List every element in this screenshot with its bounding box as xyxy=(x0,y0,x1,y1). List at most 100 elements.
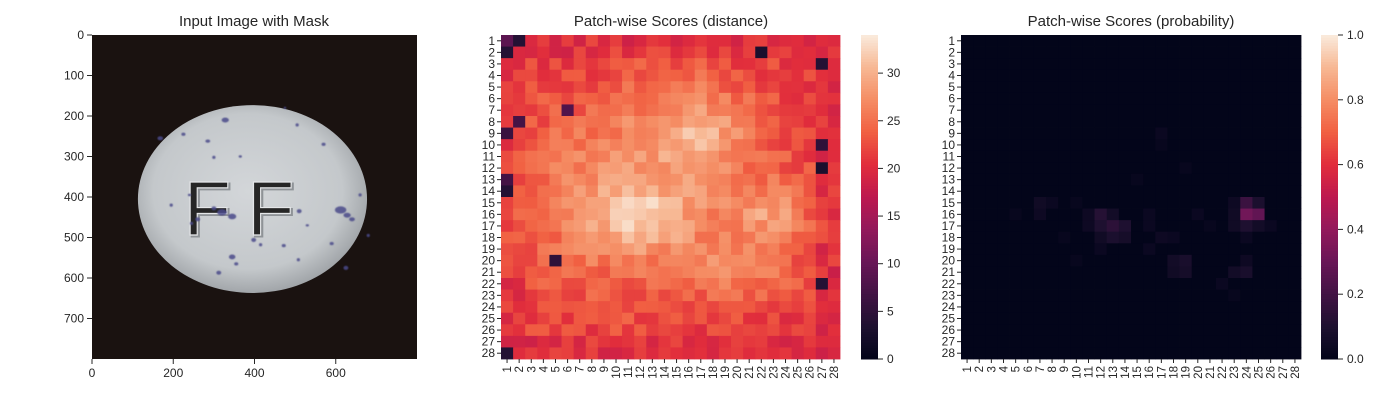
heatmap-cell xyxy=(1118,324,1132,337)
heatmap-cell xyxy=(791,116,805,128)
heatmap-cell xyxy=(1058,324,1071,337)
heatmap-cell xyxy=(803,92,817,105)
heatmap-cell xyxy=(1155,69,1168,82)
heatmap-cell xyxy=(779,197,792,209)
speckle xyxy=(212,155,216,159)
heatmap-cell xyxy=(1252,81,1265,94)
speckle xyxy=(258,243,263,247)
heatmap-cell xyxy=(1240,324,1253,337)
heatmap-cell xyxy=(573,231,587,244)
heatmap-cell xyxy=(718,185,732,198)
y-tick-label: 13 xyxy=(482,173,496,187)
heatmap-cell xyxy=(682,81,696,94)
heatmap-cell xyxy=(1082,81,1095,94)
heatmap-cell xyxy=(1264,301,1278,314)
heatmap-cell xyxy=(513,35,526,47)
heatmap-cell xyxy=(718,92,732,105)
heatmap-cell xyxy=(670,208,684,221)
heatmap-cell xyxy=(1240,312,1253,325)
heatmap-cell xyxy=(815,162,829,175)
x-tick-label: 21 xyxy=(744,366,756,379)
speckle xyxy=(334,206,347,214)
heatmap-cell xyxy=(1046,69,1059,82)
heatmap-cell xyxy=(973,254,986,267)
heatmap-cell xyxy=(501,335,514,348)
heatmap-cell xyxy=(634,289,647,302)
heatmap-cell xyxy=(1082,324,1095,337)
heatmap-cell xyxy=(1082,335,1095,348)
heatmap-cell xyxy=(706,104,720,117)
heatmap-cell xyxy=(767,46,780,59)
heatmap-cell xyxy=(1264,35,1278,47)
heatmap-cell xyxy=(1106,243,1120,256)
y-tick-label: 6 xyxy=(488,92,495,106)
heatmap-cell xyxy=(803,81,817,94)
colorbar-segment xyxy=(861,134,878,139)
speckles xyxy=(157,106,370,275)
x-tick-label: 25 xyxy=(1254,366,1266,379)
heatmap-cell xyxy=(1155,220,1168,233)
heatmap-cell xyxy=(609,173,623,186)
heatmap-cell xyxy=(634,116,647,128)
y-tick-label: 5 xyxy=(488,80,495,94)
heatmap-cell xyxy=(585,208,599,221)
colorbar-segment xyxy=(1321,105,1338,109)
colorbar-segment xyxy=(1321,334,1338,338)
y-tick-label: 26 xyxy=(942,323,956,337)
heatmap-cell xyxy=(1046,81,1059,94)
heatmap-cell xyxy=(1276,150,1290,163)
heatmap-cell xyxy=(779,231,792,244)
colorbar-segment xyxy=(861,340,878,344)
heatmap-cell xyxy=(1240,127,1253,140)
x-tick-label: 14 xyxy=(659,365,671,378)
heatmap-cell xyxy=(961,46,974,59)
heatmap-cell xyxy=(815,46,829,59)
colorbar-segment xyxy=(861,264,878,268)
heatmap-cell xyxy=(1203,266,1217,279)
heatmap-cell xyxy=(1143,324,1156,337)
heatmap-cell xyxy=(997,197,1010,209)
heatmap-cell xyxy=(573,243,587,256)
heatmap-cell xyxy=(1009,185,1023,198)
heatmap-cell xyxy=(1252,69,1265,82)
colorbar-segment xyxy=(1321,350,1338,355)
heatmap-cell xyxy=(1167,127,1180,140)
heatmap-cell xyxy=(1179,185,1193,198)
heatmap-cell xyxy=(1106,266,1120,279)
heatmap-cell xyxy=(694,197,708,209)
heatmap-cell xyxy=(501,127,514,140)
heatmap-cell xyxy=(1058,35,1071,47)
y-tick-label: 19 xyxy=(482,242,496,256)
heatmap-cell xyxy=(1143,220,1156,233)
heatmap-cell xyxy=(779,254,792,267)
heatmap-cell xyxy=(1167,35,1180,47)
heatmap-cell xyxy=(1203,139,1217,152)
heatmap-cell xyxy=(1216,173,1229,186)
heatmap-cell xyxy=(767,335,780,348)
heatmap-cell xyxy=(549,92,562,105)
heatmap-cell xyxy=(1094,150,1108,163)
y-tick-label: 9 xyxy=(948,126,955,140)
heatmap-cell xyxy=(634,58,647,71)
heatmap-cell xyxy=(1216,139,1229,152)
colorbar-segment xyxy=(1321,224,1338,228)
heatmap-cell xyxy=(525,69,538,82)
heatmap-cell xyxy=(1252,243,1265,256)
heatmap-cell xyxy=(1094,58,1108,71)
speckle xyxy=(281,243,286,248)
heatmap-cell xyxy=(779,289,792,302)
heatmap-cell xyxy=(609,150,623,163)
heatmap-cell xyxy=(755,266,768,279)
x-tick-label: 21 xyxy=(1205,366,1217,379)
heatmap-cell xyxy=(585,312,599,325)
x-tick-label: 0 xyxy=(89,366,96,380)
heatmap-cell xyxy=(755,139,768,152)
heatmap-cell xyxy=(597,324,611,337)
heatmap-cell xyxy=(767,162,780,175)
speckle xyxy=(321,142,326,146)
heatmap-cell xyxy=(1058,46,1071,59)
heatmap-cell xyxy=(597,231,611,244)
heatmap-cell xyxy=(815,220,829,233)
heatmap-cell xyxy=(634,173,647,186)
heatmap-cell xyxy=(827,231,841,244)
